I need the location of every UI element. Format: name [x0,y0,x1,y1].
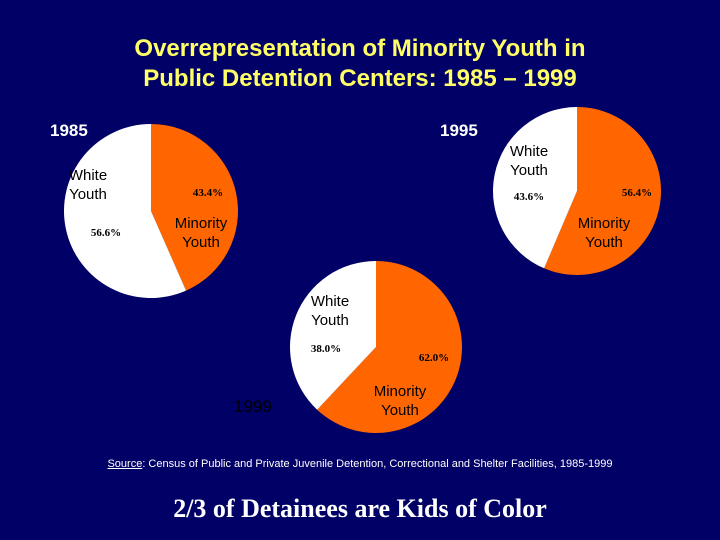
label-line: White [68,167,108,184]
label-line: Minority [577,215,631,232]
pie-value-label-1985-minority: 43.4% [193,187,223,199]
source-text: : Census of Public and Private Juvenile … [142,458,613,470]
white-youth-label-1995: White Youth [492,142,566,180]
pie-value-label-1999-white: 38.0% [311,343,341,355]
year-label-1995: 1995 [440,121,478,140]
label-line: White [310,293,350,310]
label-line: Youth [510,162,548,179]
tagline: 2/3 of Detainees are Kids of Color [173,494,547,523]
pie-slice-1995-white [493,107,577,269]
label-line: Minority [174,215,228,232]
title-line-2: Public Detention Centers: 1985 – 1999 [143,65,577,92]
minority-youth-label-1985: Minority Youth [162,214,240,252]
source-label: Source [107,458,143,470]
pie-value-label-1995-white: 43.6% [514,191,544,203]
minority-youth-label-1995: Minority Youth [565,214,643,252]
pie-slice-1985-minority [151,124,238,291]
label-line: Youth [69,186,107,203]
pie-slice-1999-white [289,261,376,410]
pie-value-label-1985-white: 56.6% [91,227,121,239]
year-label-1985: 1985 [50,121,88,140]
label-line: Youth [182,234,220,251]
source-note: Source: Census of Public and Private Juv… [0,458,720,470]
pie-value-label-1995-minority: 56.4% [622,187,652,199]
label-line: Minority [373,383,427,400]
pie-value-label-1999-minority: 62.0% [419,352,449,364]
pie-slice-1985-white [63,123,187,298]
year-label-1999: 1999 [234,397,272,416]
slide-title: Overrepresentation of Minority Youth in … [0,34,720,94]
pie-slice-1995-minority [544,107,662,275]
label-line: Youth [311,312,349,329]
minority-youth-label-1999: Minority Youth [362,382,438,420]
title-line-1: Overrepresentation of Minority Youth in [134,35,586,62]
white-youth-label-1999: White Youth [294,292,366,330]
label-line: Youth [381,402,419,419]
pie-slice-1999-minority [317,261,462,433]
label-line: White [509,143,549,160]
white-youth-label-1985: White Youth [52,166,124,204]
label-line: Youth [585,234,623,251]
